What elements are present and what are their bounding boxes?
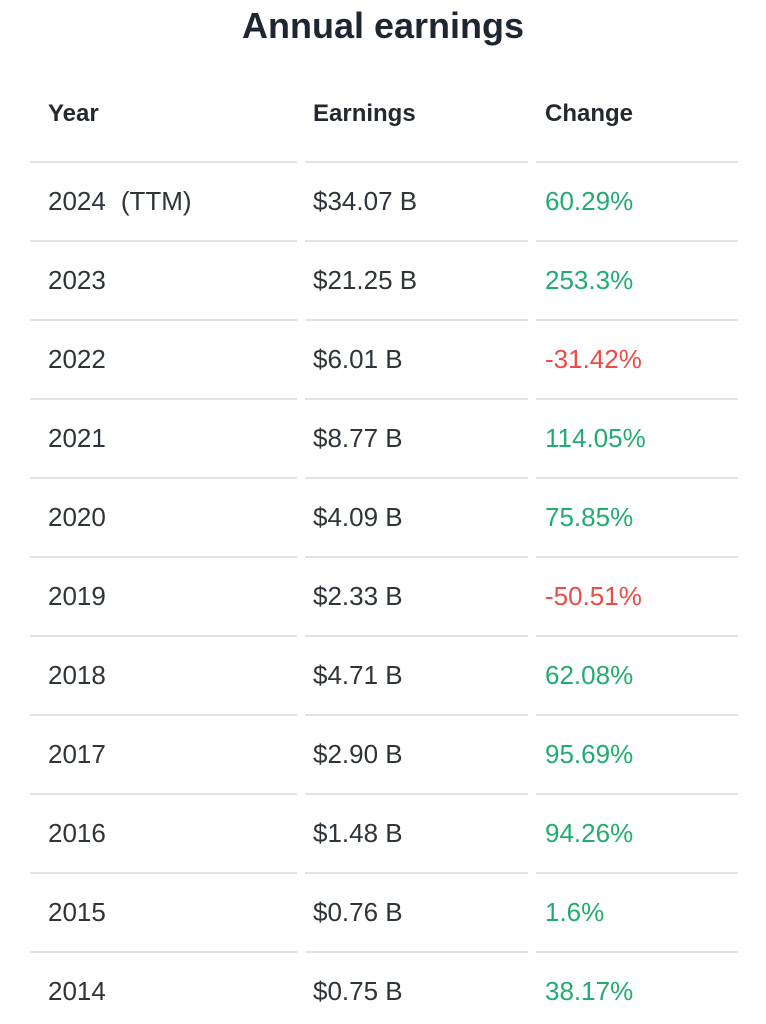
year-cell: 2019: [30, 556, 297, 635]
table-row: 2021 $8.77 B 114.05%: [30, 398, 738, 477]
year-cell: 2023: [30, 240, 297, 319]
table-row: 2024 (TTM) $34.07 B 60.29%: [30, 161, 738, 240]
year-value: 2016: [48, 818, 106, 848]
year-value: 2023: [48, 265, 106, 295]
year-cell: 2024 (TTM): [30, 161, 297, 240]
change-cell: 60.29%: [536, 161, 738, 240]
table-row: 2019 $2.33 B -50.51%: [30, 556, 738, 635]
annual-earnings-table: Year Earnings Change 2024 (TTM) $34.07 B …: [22, 85, 746, 1024]
earnings-cell: $21.25 B: [305, 240, 528, 319]
year-value: 2014: [48, 976, 106, 1006]
change-cell: 38.17%: [536, 951, 738, 1024]
column-header-earnings: Earnings: [313, 100, 416, 127]
year-value: 2024: [48, 186, 106, 216]
earnings-cell: $1.48 B: [305, 793, 528, 872]
change-cell: 1.6%: [536, 872, 738, 951]
year-value: 2022: [48, 344, 106, 374]
year-suffix-ttm: (TTM): [120, 186, 192, 216]
earnings-cell: $8.77 B: [305, 398, 528, 477]
earnings-cell: $0.76 B: [305, 872, 528, 951]
year-cell: 2020: [30, 477, 297, 556]
change-cell: 62.08%: [536, 635, 738, 714]
year-cell: 2016: [30, 793, 297, 872]
table-row: 2023 $21.25 B 253.3%: [30, 240, 738, 319]
year-cell: 2022: [30, 319, 297, 398]
year-cell: 2018: [30, 635, 297, 714]
year-value: 2020: [48, 502, 106, 532]
table-row: 2022 $6.01 B -31.42%: [30, 319, 738, 398]
change-cell: 253.3%: [536, 240, 738, 319]
table-row: 2015 $0.76 B 1.6%: [30, 872, 738, 951]
year-value: 2019: [48, 581, 106, 611]
table-row: 2014 $0.75 B 38.17%: [30, 951, 738, 1024]
change-cell: 94.26%: [536, 793, 738, 872]
table-header-row: Year Earnings Change: [30, 85, 738, 161]
change-cell: 75.85%: [536, 477, 738, 556]
page-title: Annual earnings: [241, 5, 525, 46]
earnings-cell: $2.90 B: [305, 714, 528, 793]
year-cell: 2017: [30, 714, 297, 793]
earnings-cell: $2.33 B: [305, 556, 528, 635]
earnings-cell: $34.07 B: [305, 161, 528, 240]
year-cell: 2015: [30, 872, 297, 951]
table-row: 2017 $2.90 B 95.69%: [30, 714, 738, 793]
earnings-cell: $4.09 B: [305, 477, 528, 556]
year-cell: 2021: [30, 398, 297, 477]
earnings-cell: $4.71 B: [305, 635, 528, 714]
table-row: 2018 $4.71 B 62.08%: [30, 635, 738, 714]
column-header-change: Change: [545, 100, 634, 127]
year-value: 2021: [48, 423, 106, 453]
change-cell: -50.51%: [536, 556, 738, 635]
change-cell: 114.05%: [536, 398, 738, 477]
table-row: 2020 $4.09 B 75.85%: [30, 477, 738, 556]
year-cell: 2014: [30, 951, 297, 1024]
year-value: 2018: [48, 660, 106, 690]
earnings-cell: $0.75 B: [305, 951, 528, 1024]
column-header-year: Year: [48, 100, 99, 127]
year-value: 2017: [48, 739, 106, 769]
table-row: 2016 $1.48 B 94.26%: [30, 793, 738, 872]
change-cell: 95.69%: [536, 714, 738, 793]
year-value: 2015: [48, 897, 106, 927]
change-cell: -31.42%: [536, 319, 738, 398]
earnings-cell: $6.01 B: [305, 319, 528, 398]
